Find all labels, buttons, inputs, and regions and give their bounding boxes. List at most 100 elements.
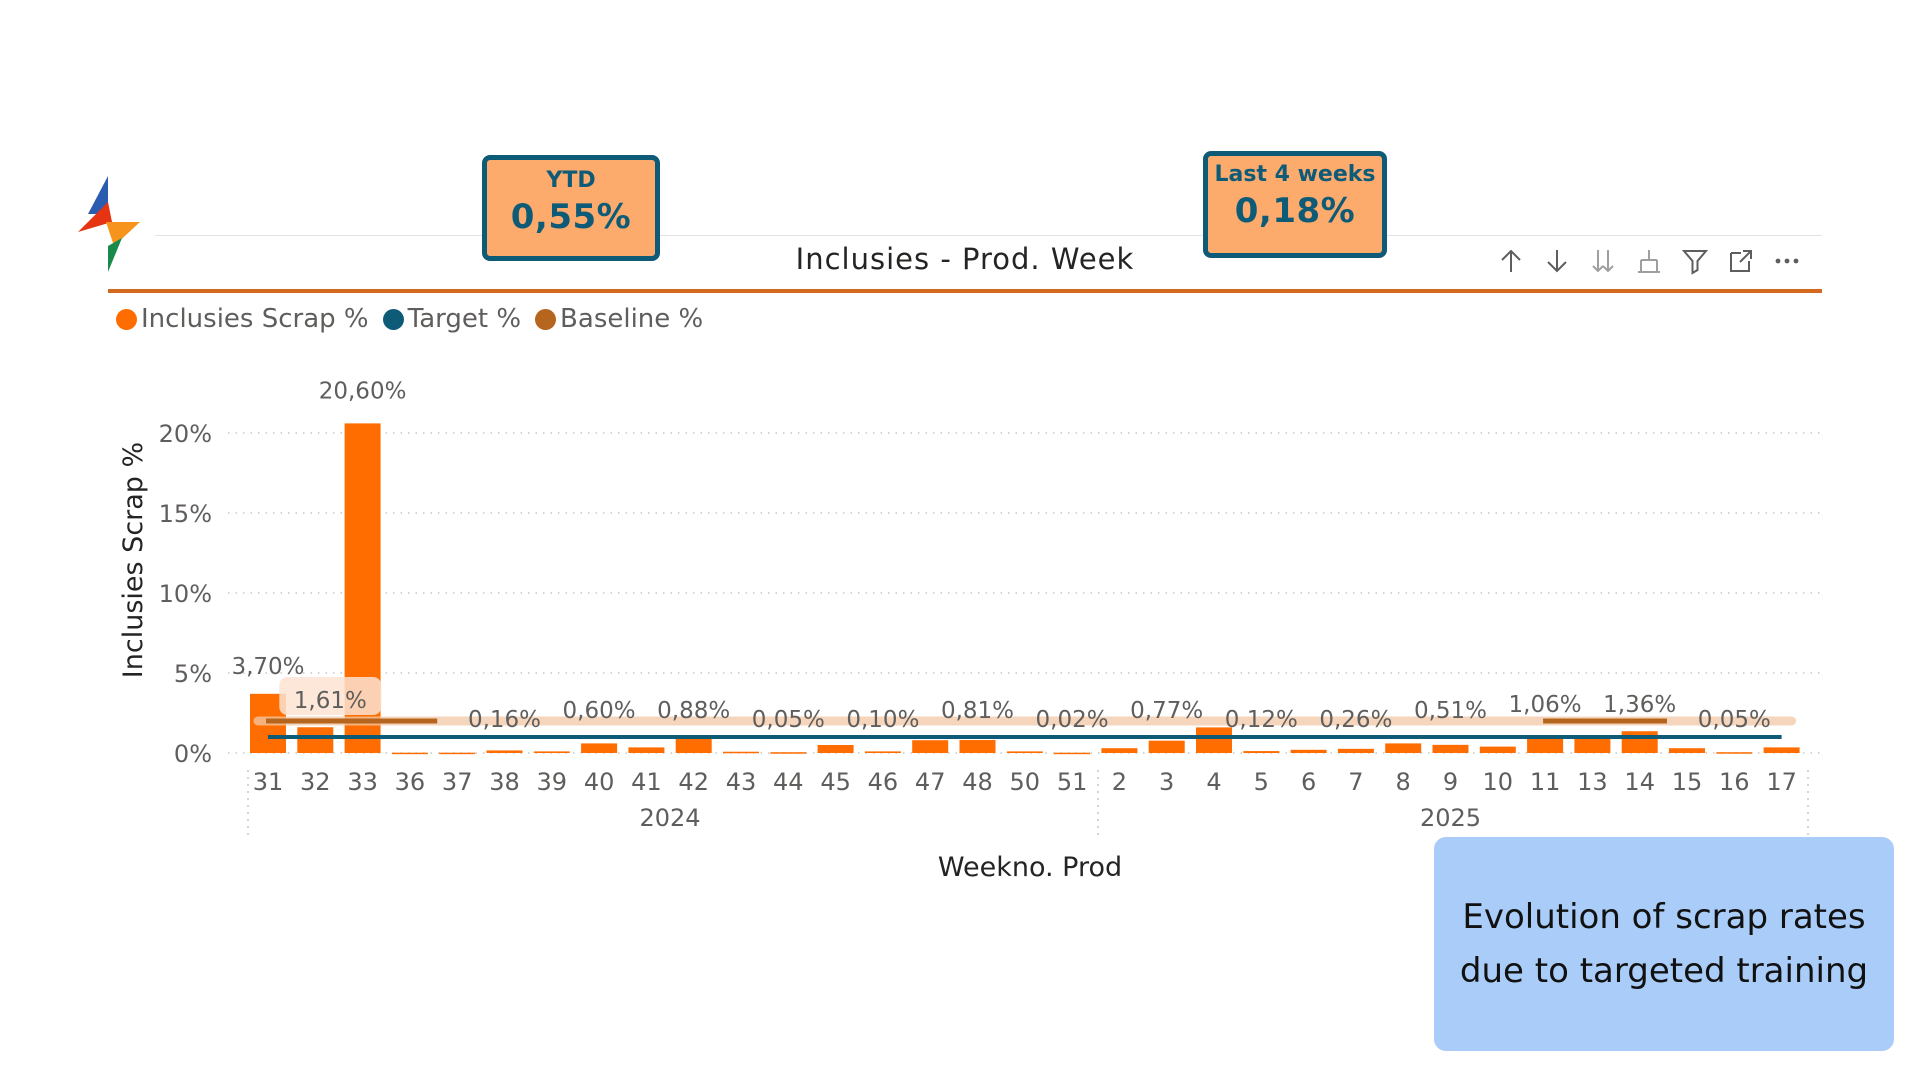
bar (770, 752, 807, 754)
focus-mode-icon[interactable] (1725, 245, 1757, 277)
y-axis-title: Inclusies Scrap % (118, 442, 149, 678)
x-group-label: 2025 (1420, 804, 1481, 832)
x-tick-label: 11 (1530, 768, 1561, 796)
x-tick-label: 45 (820, 768, 851, 796)
x-tick-label: 46 (868, 768, 899, 796)
bar (1337, 748, 1374, 753)
bar (864, 751, 901, 753)
legend-label-baseline: Baseline % (560, 304, 704, 334)
double-arrow-down-icon[interactable] (1587, 245, 1619, 277)
bar (1243, 751, 1280, 753)
x-tick-label: 32 (300, 768, 331, 796)
arrow-up-icon[interactable] (1495, 245, 1527, 277)
bar (1432, 744, 1469, 753)
data-label: 0,02% (1036, 707, 1109, 733)
bar (1101, 748, 1138, 753)
bar (533, 751, 570, 753)
bar (1716, 752, 1753, 754)
x-tick-label: 41 (631, 768, 662, 796)
x-tick-label: 14 (1624, 768, 1655, 796)
legend-item-target[interactable]: Target % (382, 304, 522, 334)
data-label: 20,60% (319, 378, 407, 404)
data-label: 1,36% (1603, 692, 1676, 718)
x-tick-label: 44 (773, 768, 804, 796)
x-tick-label: 7 (1348, 768, 1363, 796)
x-tick-label: 38 (489, 768, 520, 796)
x-tick-label: 3 (1159, 768, 1174, 796)
legend-item-scrap[interactable]: Inclusies Scrap % (116, 304, 369, 334)
x-tick-label: 6 (1301, 768, 1316, 796)
data-label: 0,60% (563, 698, 636, 724)
data-label: 0,81% (941, 698, 1014, 724)
legend-dot-scrap (116, 308, 137, 330)
y-tick-label: 15% (159, 500, 212, 528)
legend-dot-baseline (535, 308, 557, 330)
data-label: 0,77% (1130, 698, 1203, 724)
chart-legend: Inclusies Scrap % Target % Baseline % (116, 304, 703, 334)
expand-hierarchy-icon[interactable] (1633, 245, 1665, 277)
bar (581, 743, 618, 753)
kpi-ytd-label: YTD (546, 168, 596, 193)
x-tick-label: 10 (1483, 768, 1514, 796)
x-tick-label: 48 (962, 768, 993, 796)
data-label: 0,12% (1225, 707, 1298, 733)
bar (628, 747, 665, 753)
y-tick-label: 0% (174, 740, 212, 768)
x-axis-title: Weekno. Prod (938, 852, 1122, 883)
bar (723, 751, 759, 754)
bar (817, 745, 854, 753)
y-tick-label: 10% (159, 580, 212, 608)
bar (1385, 743, 1422, 753)
x-tick-label: 37 (442, 768, 473, 796)
bar (1290, 749, 1327, 753)
bar (297, 727, 334, 753)
bar (1196, 727, 1232, 753)
kpi-last-4-weeks-value: 0,18% (1234, 191, 1356, 231)
bar (439, 752, 476, 755)
bar (1479, 746, 1516, 753)
data-label: 0,51% (1414, 698, 1487, 724)
header-divider (155, 235, 1822, 236)
filter-icon[interactable] (1679, 245, 1711, 277)
data-label-background (279, 677, 382, 715)
annotation-note: Evolution of scrap rates due to targeted… (1434, 837, 1894, 1051)
bar (1148, 740, 1185, 753)
x-tick-label: 36 (395, 768, 426, 796)
x-tick-label: 42 (678, 768, 709, 796)
x-tick-label: 39 (537, 768, 568, 796)
x-tick-label: 5 (1254, 768, 1269, 796)
y-tick-label: 20% (159, 420, 212, 448)
kpi-last-4-weeks-label: Last 4 weeks (1214, 162, 1376, 187)
bar (1669, 748, 1705, 753)
data-label: 0,16% (468, 707, 541, 733)
legend-label-target: Target % (407, 304, 522, 334)
x-tick-label: 2 (1112, 768, 1127, 796)
x-tick-label: 47 (915, 768, 946, 796)
chart-title: Inclusies - Prod. Week (795, 242, 1135, 276)
company-logo (78, 176, 140, 272)
data-label: 0,10% (846, 707, 919, 733)
x-tick-label: 31 (253, 768, 284, 796)
arrow-down-icon[interactable] (1541, 245, 1573, 277)
data-label: 0,05% (1698, 707, 1771, 733)
x-tick-label: 50 (1010, 768, 1041, 796)
bar (391, 752, 428, 755)
x-tick-label: 13 (1577, 768, 1608, 796)
kpi-ytd-value: 0,55% (510, 197, 632, 237)
x-tick-label: 8 (1396, 768, 1411, 796)
bar (675, 738, 712, 753)
bar (912, 740, 949, 753)
x-tick-label: 17 (1766, 768, 1797, 796)
bar (1574, 738, 1611, 753)
bar (1621, 731, 1658, 753)
legend-dot-target (382, 308, 404, 330)
legend-item-baseline[interactable]: Baseline % (535, 304, 703, 334)
data-label: 0,05% (752, 707, 825, 733)
kpi-last-4-weeks-card: Last 4 weeks 0,18% (1203, 151, 1387, 258)
y-tick-label: 5% (174, 660, 212, 688)
bar (1763, 747, 1800, 753)
visual-toolbar (1495, 244, 1803, 278)
more-options-icon[interactable] (1771, 245, 1803, 277)
title-underline (108, 289, 1822, 293)
x-tick-label: 9 (1443, 768, 1458, 796)
